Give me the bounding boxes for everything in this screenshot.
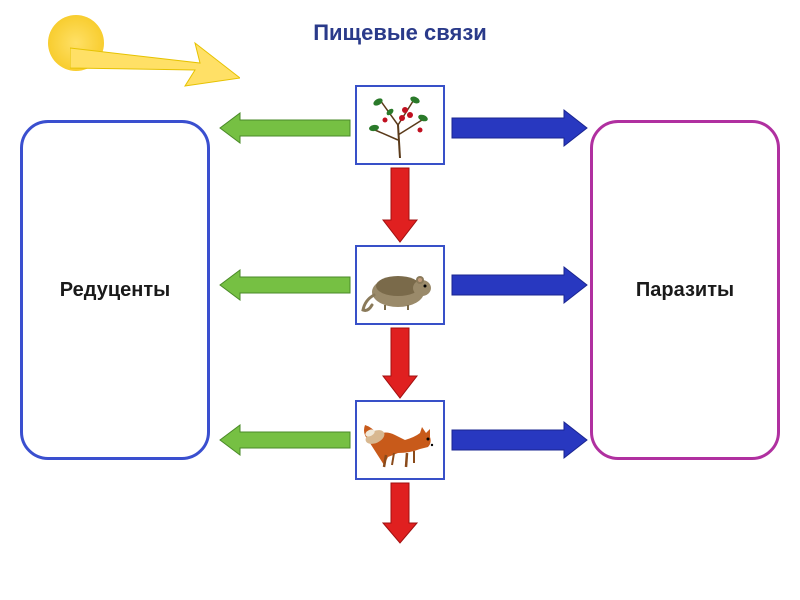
decomposers-label: Редуценты — [60, 279, 170, 302]
arrow-mouse-to-parasites — [452, 267, 587, 303]
arrow-plant-to-parasites — [452, 110, 587, 146]
decomposers-box: Редуценты — [20, 120, 210, 460]
arrow-mouse-to-fox — [383, 328, 417, 398]
arrow-mouse-to-decomposers — [220, 270, 350, 300]
diagram-title: Пищевые связи — [313, 20, 487, 46]
fox-icon — [360, 405, 440, 475]
mouse-node — [355, 245, 445, 325]
plant-node — [355, 85, 445, 165]
arrow-plant-to-decomposers — [220, 113, 350, 143]
arrow-fox-to-parasites — [452, 422, 587, 458]
arrow-plant-to-mouse — [383, 168, 417, 242]
fox-node — [355, 400, 445, 480]
sun-ray-icon — [70, 38, 240, 88]
parasites-box: Паразиты — [590, 120, 780, 460]
arrow-fox-to-decomposers — [220, 425, 350, 455]
plant-icon — [360, 90, 440, 160]
parasites-label: Паразиты — [636, 279, 734, 302]
arrow-fox-down — [383, 483, 417, 543]
mouse-icon — [360, 250, 440, 320]
